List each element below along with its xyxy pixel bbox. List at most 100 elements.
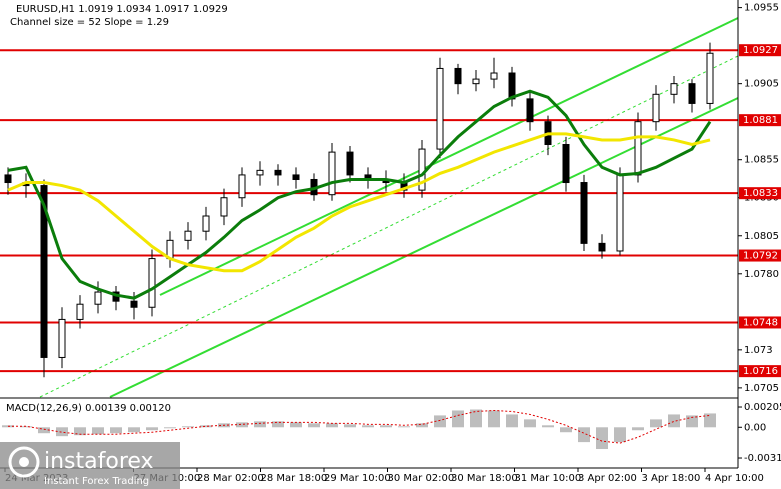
- logo-tagline: Instant Forex Trading: [44, 476, 149, 487]
- macd-bar: [326, 423, 338, 428]
- macd-bar: [488, 410, 500, 428]
- level-label: 1.0748: [743, 317, 778, 328]
- macd-bar: [560, 427, 572, 433]
- x-tick-label: 4 Apr 10:00: [705, 473, 764, 484]
- macd-bar: [434, 415, 446, 428]
- chart-subtitle: Channel size = 52 Slope = 1.29: [10, 17, 169, 28]
- macd-bar: [56, 427, 68, 437]
- macd-bar: [344, 424, 356, 428]
- candle-body: [580, 182, 588, 244]
- macd-bar: [362, 425, 374, 428]
- macd-signal: [8, 409, 711, 444]
- candle-body: [130, 300, 138, 308]
- macd-bar: [146, 427, 158, 431]
- level-label: 1.0927: [743, 45, 778, 56]
- level-box: [739, 114, 781, 127]
- level-label: 1.0881: [743, 115, 778, 126]
- channel-lower: [109, 97, 739, 398]
- candle-body: [436, 67, 444, 150]
- level-box: [739, 187, 781, 200]
- candle-body: [40, 185, 48, 358]
- candle-body: [238, 174, 246, 199]
- macd-title: MACD(12,26,9) 0.00139 0.00120: [6, 403, 171, 414]
- candle-body: [346, 151, 354, 176]
- level-label: 1.0833: [743, 188, 778, 199]
- candle-body: [220, 197, 228, 217]
- macd-bar: [650, 419, 662, 428]
- macd-tick-label: 0.00205: [744, 402, 781, 413]
- level-label: 1.0716: [743, 366, 778, 377]
- x-tick-label: 3 Apr 18:00: [642, 473, 701, 484]
- candle-body: [256, 169, 264, 176]
- candle-body: [94, 291, 102, 305]
- moving-average: [7, 89, 712, 300]
- candle-body: [598, 242, 606, 252]
- logo-name: instaforex: [44, 449, 154, 474]
- macd-bar: [272, 421, 284, 428]
- level-box: [739, 44, 781, 57]
- y-tick-label: 1.0905: [744, 79, 779, 90]
- candle-body: [184, 230, 192, 241]
- macd-bar: [470, 409, 482, 428]
- candle-body: [562, 144, 570, 184]
- candle-body: [58, 318, 66, 358]
- macd-bar: [290, 422, 302, 428]
- x-tick-label: 28 Mar 02:00: [197, 473, 264, 484]
- x-tick-label: 30 Mar 02:00: [388, 473, 455, 484]
- y-tick-label: 1.0705: [744, 383, 779, 394]
- y-tick-label: 1.0780: [744, 269, 779, 280]
- chart-title: EURUSD,H1 1.0919 1.0934 1.0917 1.0929: [16, 4, 228, 15]
- y-tick-label: 1.0805: [744, 231, 779, 242]
- macd-tick-label: 0.00: [744, 422, 766, 433]
- macd-bar: [704, 413, 716, 428]
- macd-bar: [200, 425, 212, 428]
- candle-body: [508, 72, 516, 100]
- macd-bar: [164, 427, 176, 429]
- macd-bar: [596, 427, 608, 450]
- macd-bar: [308, 423, 320, 428]
- level-box: [739, 316, 781, 329]
- logo-icon-dot: [19, 457, 29, 467]
- macd-bar: [236, 422, 248, 428]
- macd-bar: [380, 425, 392, 428]
- macd-bar: [254, 421, 266, 428]
- macd-bar: [524, 419, 536, 428]
- macd-bar: [398, 426, 410, 428]
- macd-bar: [38, 427, 50, 434]
- candle-body: [526, 98, 534, 123]
- candle-body: [688, 83, 696, 104]
- candle-body: [202, 215, 210, 232]
- candle-body: [490, 72, 498, 80]
- y-tick-label: 1.0855: [744, 155, 779, 166]
- logo: instaforex Instant Forex Trading: [0, 442, 180, 489]
- candle-body: [634, 121, 642, 176]
- macd-bar: [686, 415, 698, 428]
- x-tick-label: 3 Apr 02:00: [578, 473, 637, 484]
- macd-bar: [578, 427, 590, 443]
- macd-bar: [452, 410, 464, 428]
- macd-bar: [110, 427, 122, 434]
- channel-upper: [159, 17, 739, 296]
- y-tick-label: 1.073: [744, 345, 773, 356]
- candle-body: [616, 174, 624, 252]
- candle-body: [4, 174, 12, 184]
- candle-body: [328, 151, 336, 196]
- moving-average: [7, 132, 711, 273]
- macd-bar: [74, 427, 86, 436]
- candle-body: [706, 52, 714, 104]
- candle-body: [292, 174, 300, 180]
- candle-body: [652, 93, 660, 123]
- macd-bar: [632, 427, 644, 431]
- y-tick-label: 1.0955: [744, 3, 779, 14]
- level-box: [739, 365, 781, 378]
- x-tick-label: 30 Mar 18:00: [451, 473, 518, 484]
- macd-bar: [614, 427, 626, 443]
- macd-bar: [92, 427, 104, 435]
- macd-bar: [128, 427, 140, 433]
- macd-bar: [668, 414, 680, 428]
- logo-icon: [8, 446, 40, 478]
- macd-bar: [182, 426, 194, 428]
- level-box: [739, 249, 781, 262]
